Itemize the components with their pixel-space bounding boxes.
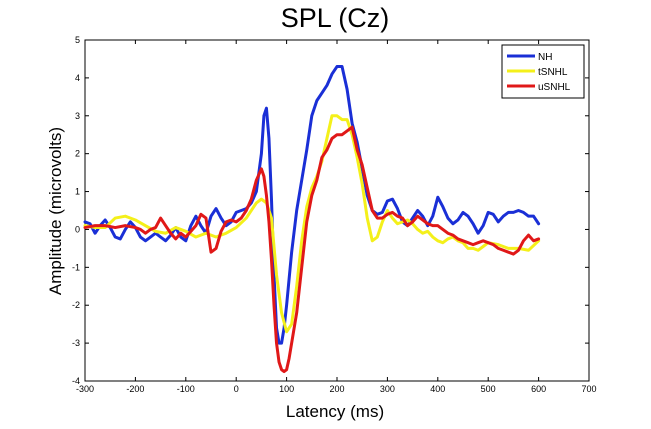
- series-line-nh: [83, 65, 541, 345]
- y-tick-label: -1: [72, 262, 80, 272]
- x-tick-label: 400: [430, 384, 445, 394]
- legend: NH tSNHL uSNHL: [501, 44, 585, 99]
- y-tick-label: -4: [72, 376, 80, 386]
- x-tick-label: -100: [177, 384, 195, 394]
- axis-ticks: -300 -200 -100 0 100 200 300 400 500 600 700 -4 -3 -2…: [72, 35, 597, 394]
- series-lines: [83, 65, 541, 374]
- y-tick-label: 1: [75, 187, 80, 197]
- chart-title: SPL (Cz): [281, 3, 390, 33]
- y-tick-label: -3: [72, 338, 80, 348]
- x-tick-label: -300: [76, 384, 94, 394]
- x-tick-label: 700: [581, 384, 596, 394]
- y-tick-label: 3: [75, 111, 80, 121]
- y-tick-label: 0: [75, 224, 80, 234]
- x-tick-label: 100: [279, 384, 294, 394]
- x-tick-label: 300: [380, 384, 395, 394]
- y-tick-label: -2: [72, 300, 80, 310]
- y-axis-title: Amplitude (microvolts): [46, 127, 65, 295]
- x-tick-label: 500: [481, 384, 496, 394]
- series-line-usnhl: [83, 125, 541, 374]
- x-tick-label: -200: [126, 384, 144, 394]
- x-axis-title: Latency (ms): [286, 402, 384, 421]
- x-tick-label: 200: [329, 384, 344, 394]
- legend-label: uSNHL: [538, 82, 571, 93]
- legend-label: NH: [538, 52, 552, 63]
- legend-label: tSNHL: [538, 67, 568, 78]
- y-tick-label: 4: [75, 73, 80, 83]
- x-tick-label: 0: [234, 384, 239, 394]
- y-tick-label: 5: [75, 35, 80, 45]
- x-tick-label: 600: [531, 384, 546, 394]
- series-line-tsnhl: [83, 114, 541, 334]
- y-tick-label: 2: [75, 149, 80, 159]
